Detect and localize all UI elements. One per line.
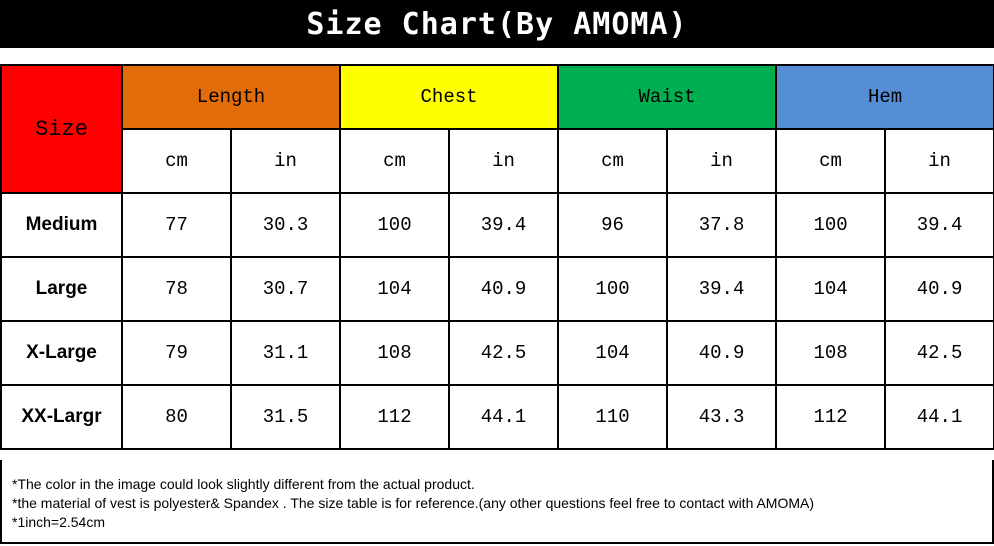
- notes: *The color in the image could look sligh…: [12, 475, 814, 532]
- measurement: 42.5: [884, 320, 994, 386]
- measurement: 43.3: [666, 384, 778, 450]
- unit-header: in: [448, 128, 560, 194]
- measurement: 104: [557, 320, 669, 386]
- measurement: 44.1: [448, 384, 560, 450]
- unit-header: cm: [121, 128, 232, 194]
- note-line: *the material of vest is polyester& Span…: [12, 495, 815, 511]
- measurement: 44.1: [884, 384, 994, 450]
- measurement: 40.9: [884, 256, 994, 322]
- measurement: 39.4: [448, 192, 560, 258]
- data-row: X-Large 79 31.1 108 42.5 104 40.9 108 42.5: [0, 320, 994, 386]
- measurement: 96: [557, 192, 669, 258]
- measurement: 30.7: [229, 256, 342, 322]
- measurement: 79: [121, 320, 232, 386]
- measurement: 112: [339, 384, 451, 450]
- measurement: 40.9: [666, 320, 778, 386]
- measurement: 39.4: [666, 256, 778, 322]
- unit-header: in: [229, 128, 342, 194]
- measurement: 100: [775, 192, 887, 258]
- unit-header: cm: [775, 128, 887, 194]
- measurement: 108: [339, 320, 451, 386]
- measurement: 31.1: [229, 320, 342, 386]
- measurement: 100: [557, 256, 669, 322]
- measurement: 108: [775, 320, 887, 386]
- measurement: 112: [775, 384, 887, 450]
- title: Size Chart(By AMOMA): [0, 0, 994, 48]
- size-name: XX-Largr: [0, 384, 123, 450]
- measurement: 78: [121, 256, 232, 322]
- measurement: 30.3: [229, 192, 342, 258]
- group-header: Chest: [339, 64, 560, 130]
- data-row: XX-Largr 80 31.5 112 44.1 110 43.3 112 44.1: [0, 384, 994, 450]
- data-row: Medium 77 30.3 100 39.4 96 37.8 100 39.4: [0, 192, 994, 258]
- unit-header: in: [666, 128, 778, 194]
- group-header: Hem: [775, 64, 994, 130]
- size-name: Large: [0, 256, 123, 322]
- notes-frame: [0, 460, 994, 544]
- note-line: *1inch=2.54cm: [12, 514, 106, 530]
- measurement: 104: [775, 256, 887, 322]
- measurement: 42.5: [448, 320, 560, 386]
- unit-header: cm: [339, 128, 451, 194]
- group-header: Length: [120, 64, 342, 130]
- measurement: 100: [339, 192, 451, 258]
- data-row: Large 78 30.7 104 40.9 100 39.4 104 40.9: [0, 256, 994, 322]
- measurement: 110: [557, 384, 669, 450]
- group-header: Waist: [557, 64, 778, 130]
- header-row: Size Length Chest Waist Hem: [0, 64, 994, 194]
- measurement: 40.9: [448, 256, 560, 322]
- measurement: 37.8: [666, 192, 778, 258]
- measurement: 104: [339, 256, 451, 322]
- note-line: *The color in the image could look sligh…: [12, 476, 475, 492]
- measurement: 39.4: [884, 192, 994, 258]
- measurement: 80: [121, 384, 232, 450]
- size-header: Size: [0, 64, 123, 194]
- size-name: Medium: [0, 192, 123, 258]
- measurement: 31.5: [229, 384, 342, 450]
- measurement: 77: [121, 192, 232, 258]
- unit-row: cm in cm in cm in cm in: [1, 128, 994, 194]
- size-table: Size Length Chest Waist Hem cm in cm in cm in cm in M…: [0, 64, 994, 450]
- unit-header: in: [884, 128, 994, 194]
- unit-header: cm: [557, 128, 669, 194]
- size-name: X-Large: [0, 320, 123, 386]
